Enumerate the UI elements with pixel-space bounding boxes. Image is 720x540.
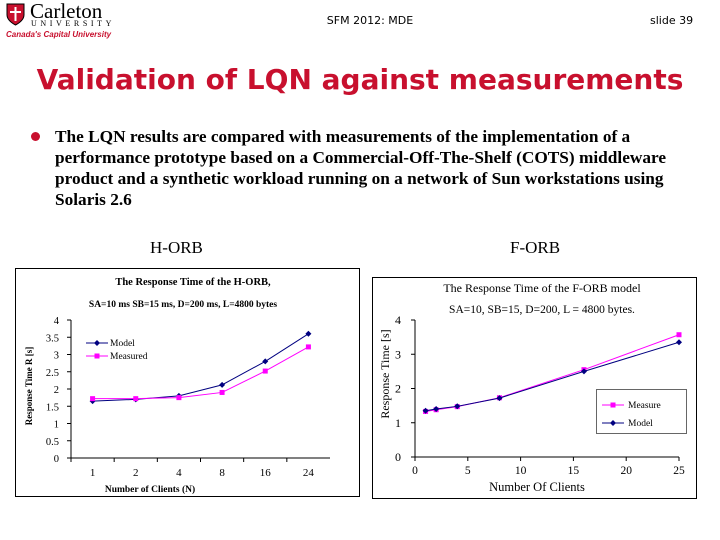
y-tick-label: 0.5 <box>46 437 59 448</box>
x-tick-label: 15 <box>568 465 580 477</box>
label-f-orb: F-ORB <box>510 238 561 257</box>
legend-model-label: Model <box>628 419 653 429</box>
y-tick-label: 2 <box>54 385 59 396</box>
x-tick-label: 4 <box>176 467 182 479</box>
data-point-model <box>676 339 682 346</box>
h-orb-chart: The Response Time of the H-ORB, SA=10 ms… <box>15 268 360 497</box>
x-tick-label: 20 <box>620 465 632 477</box>
y-tick-label: 3.5 <box>46 333 59 344</box>
course-title: SFM 2012: MDE <box>326 14 414 27</box>
data-point-measured <box>90 396 96 402</box>
y-tick-label: 4 <box>54 316 60 327</box>
data-point-measured <box>305 344 311 350</box>
legend-model-label: Model <box>110 339 135 349</box>
data-point-measured <box>176 395 182 401</box>
data-point-model <box>454 403 461 410</box>
x-tick-label: 5 <box>465 465 471 477</box>
logo-university: UNIVERSITY <box>31 19 115 28</box>
legend-model-marker <box>610 420 616 426</box>
legend-measured-marker <box>94 353 100 359</box>
y-tick-label: 2 <box>395 382 401 396</box>
chart-subtitle: SA=10 ms SB=15 ms, D=200 ms, L=4800 byte… <box>89 300 277 310</box>
y-tick-label: 0 <box>395 450 401 464</box>
legend-measured-label: Measured <box>110 352 148 362</box>
chart-subtitle: SA=10, SB=15, D=200, L = 4800 bytes. <box>449 304 635 316</box>
x-tick-label: 10 <box>515 465 527 477</box>
series-line-measured <box>92 346 309 400</box>
x-tick-label: 24 <box>303 467 315 479</box>
x-tick-label: 16 <box>260 467 272 479</box>
data-point-model <box>305 330 312 337</box>
bullet-text: The LQN results are compared with measur… <box>55 127 667 209</box>
data-point-model <box>496 395 503 402</box>
data-point-measured <box>219 389 225 395</box>
label-h-orb: H-ORB <box>150 238 203 257</box>
chart-frame <box>372 277 697 499</box>
x-tick-label: 1 <box>90 467 96 479</box>
x-axis-label: Number Of Clients <box>489 480 585 494</box>
y-tick-label: 1.5 <box>46 402 59 413</box>
y-tick-label: 2.5 <box>46 368 59 379</box>
y-tick-label: 1 <box>54 420 59 431</box>
legend-box <box>596 389 687 434</box>
x-tick-label: 0 <box>412 465 418 477</box>
logo-tagline: Canada's Capital University <box>6 30 112 39</box>
data-point-model <box>433 406 440 413</box>
y-tick-label: 0 <box>54 454 59 465</box>
data-point-model <box>262 358 269 365</box>
f-orb-chart: The Response Time of the F-ORB model SA=… <box>372 277 697 499</box>
x-tick-label: 2 <box>133 467 139 479</box>
slide-number: slide 39 <box>650 14 694 27</box>
y-axis-label: Response Time [s] <box>378 329 392 418</box>
y-axis-label: Response Time R [s] <box>24 347 34 425</box>
legend-model-marker <box>94 340 100 346</box>
bullet-icon <box>31 132 40 141</box>
series-line-model <box>92 333 309 402</box>
chart-title: The Response Time of the F-ORB model <box>443 281 641 295</box>
logo-name: Carleton <box>30 0 103 23</box>
legend-measure-marker <box>610 402 616 408</box>
data-point-model <box>219 381 226 388</box>
legend-measure-label: Measure <box>628 401 661 411</box>
x-tick-label: 25 <box>673 465 685 477</box>
carleton-shield-logo <box>6 3 25 26</box>
x-tick-label: 8 <box>219 467 225 479</box>
data-point-measure <box>676 332 682 338</box>
chart-title: The Response Time of the H-ORB, <box>115 277 271 288</box>
data-point-model <box>580 368 587 375</box>
data-point-measured <box>262 368 268 374</box>
slide-title: Validation of LQN against measurements <box>36 63 684 96</box>
y-tick-label: 3 <box>54 351 59 362</box>
y-tick-label: 1 <box>395 416 401 430</box>
x-axis-label: Number of Clients (N) <box>105 484 195 495</box>
data-point-model <box>422 407 429 414</box>
y-tick-label: 4 <box>395 313 401 327</box>
data-point-measured <box>133 396 139 402</box>
y-tick-label: 3 <box>395 347 401 361</box>
